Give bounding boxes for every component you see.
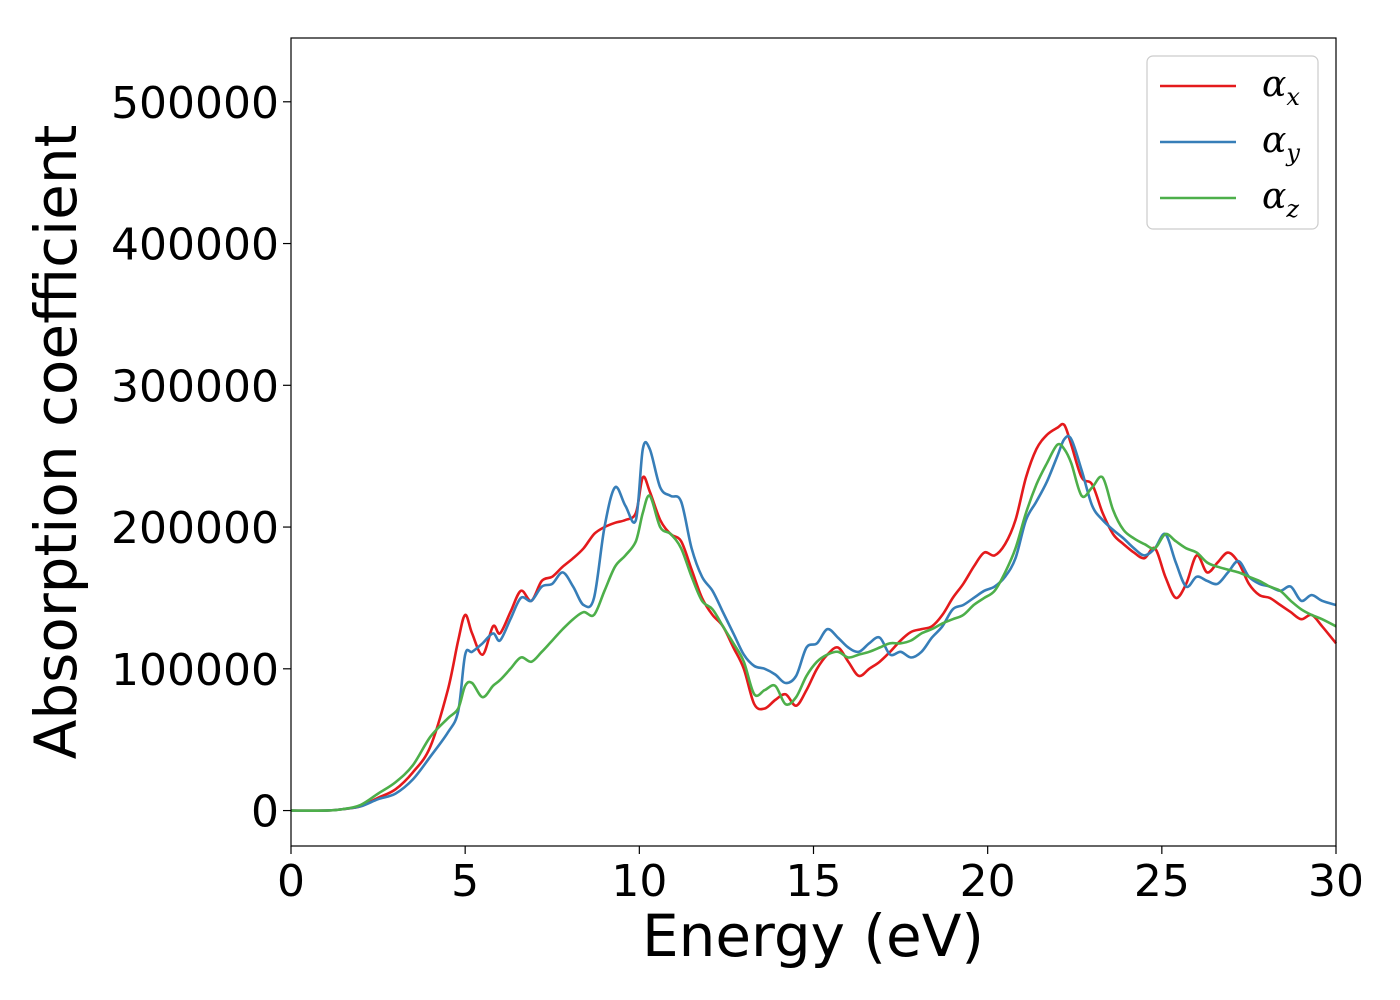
y-tick-label: 200000 <box>111 503 279 554</box>
series-lines <box>290 422 1338 812</box>
y-tick-label: 0 <box>251 787 279 838</box>
y-tick-label: 400000 <box>111 220 279 271</box>
y-axis-ticks: 0 100000 200000 300000 400000 500000 <box>111 78 291 838</box>
x-axis-ticks: 0 5 10 15 20 25 30 <box>277 846 1364 907</box>
x-tick-label: 25 <box>1134 856 1190 907</box>
x-tick-label: 0 <box>277 856 305 907</box>
x-tick-label: 5 <box>451 856 479 907</box>
series-line-z <box>290 442 1337 812</box>
x-tick-label: 20 <box>960 856 1016 907</box>
y-tick-label: 500000 <box>111 78 279 129</box>
y-tick-label: 300000 <box>111 361 279 412</box>
x-tick-label: 30 <box>1308 856 1364 907</box>
x-tick-label: 15 <box>786 856 842 907</box>
y-tick-label: 100000 <box>111 645 279 696</box>
x-axis-label: Energy (eV) <box>642 902 984 970</box>
x-tick-label: 10 <box>611 856 667 907</box>
y-axis-label: Absorption coefficient <box>22 125 90 760</box>
